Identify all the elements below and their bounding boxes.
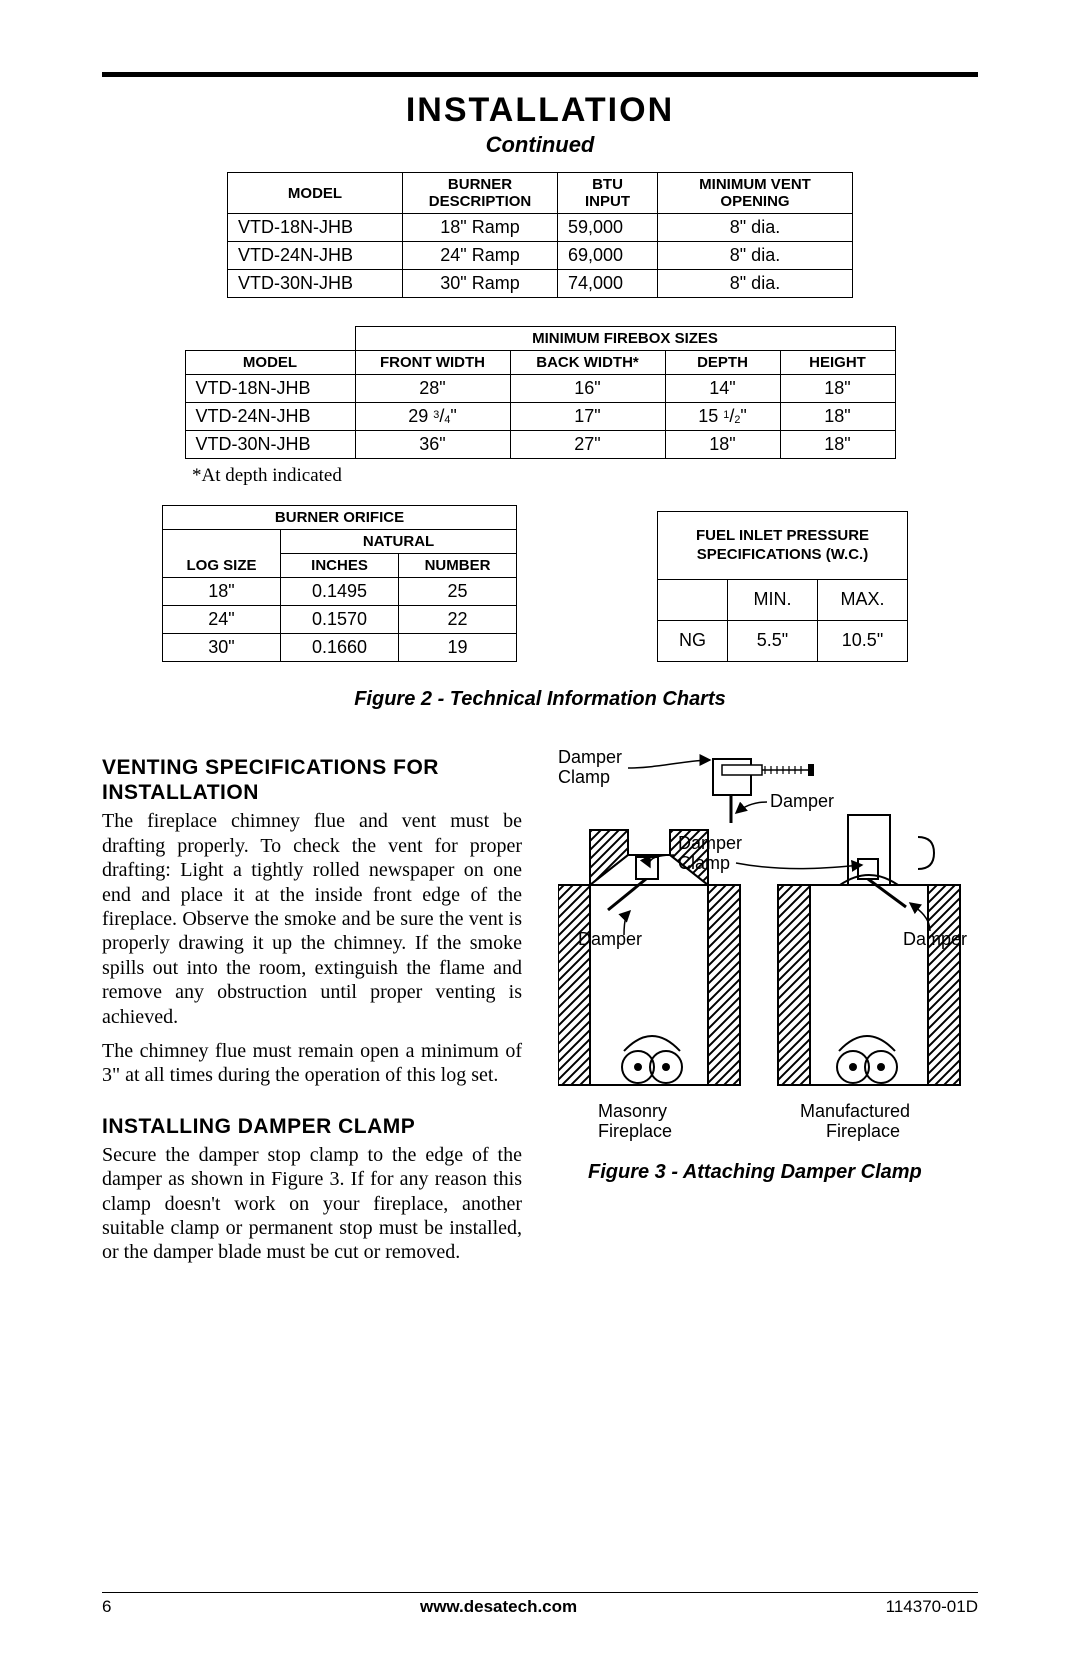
figure3-diagram: Damper Clamp Damper (558, 745, 978, 1155)
svg-text:Clamp: Clamp (678, 853, 730, 873)
table-row: VTD-18N-JHB28"16"14"18" (185, 375, 895, 403)
svg-text:Fireplace: Fireplace (598, 1121, 672, 1141)
th: MODEL (185, 351, 355, 375)
table-row: VTD-30N-JHB30" Ramp74,0008" dia. (228, 270, 853, 298)
table-row: 30"0.166019 (163, 634, 517, 662)
th: NUMBER (399, 554, 517, 578)
th: DEPTH (665, 351, 780, 375)
svg-text:Damper: Damper (558, 747, 622, 767)
svg-text:Damper: Damper (770, 791, 834, 811)
svg-text:Manufactured: Manufactured (800, 1101, 910, 1121)
th-span: BURNER ORIFICE (163, 506, 517, 530)
footer-url: www.desatech.com (420, 1597, 577, 1617)
table-row: 18"0.149525 (163, 578, 517, 606)
table-row: VTD-18N-JHB18" Ramp59,0008" dia. (228, 214, 853, 242)
th: BTU INPUT (558, 173, 658, 214)
th-span: MINIMUM FIREBOX SIZES (355, 327, 895, 351)
th: LOG SIZE (163, 530, 281, 578)
table-fuel-pressure: FUEL INLET PRESSURE SPECIFICATIONS (W.C.… (657, 511, 908, 662)
top-rule (102, 72, 978, 77)
th: BURNER DESCRIPTION (403, 173, 558, 214)
th: NATURAL (281, 530, 517, 554)
svg-text:Fireplace: Fireplace (826, 1121, 900, 1141)
table-burner-orifice: BURNER ORIFICE LOG SIZENATURAL INCHESNUM… (162, 505, 517, 662)
th: MAX. (818, 579, 908, 620)
page-title: INSTALLATION (102, 91, 978, 130)
th: INCHES (281, 554, 399, 578)
svg-text:Masonry: Masonry (598, 1101, 667, 1121)
figure3-caption: Figure 3 - Attaching Damper Clamp (558, 1161, 978, 1184)
table-row: NG5.5"10.5" (658, 620, 908, 661)
subtitle: Continued (102, 132, 978, 158)
damper-p1: Secure the damper stop clamp to the edge… (102, 1143, 522, 1265)
svg-text:Clamp: Clamp (558, 767, 610, 787)
th-span: FUEL INLET PRESSURE SPECIFICATIONS (W.C.… (658, 512, 908, 580)
th: MIN. (728, 579, 818, 620)
th: FRONT WIDTH (355, 351, 510, 375)
th: HEIGHT (780, 351, 895, 375)
footer-page: 6 (102, 1597, 111, 1617)
table-row: VTD-24N-JHB29 3/4"17"15 1/2"18" (185, 403, 895, 431)
venting-p2: The chimney flue must remain open a mini… (102, 1039, 522, 1088)
venting-p1: The fireplace chimney flue and vent must… (102, 809, 522, 1029)
footer: 6 www.desatech.com 114370-01D (102, 1597, 978, 1617)
th (658, 579, 728, 620)
th: BACK WIDTH* (510, 351, 665, 375)
figure2-caption: Figure 2 - Technical Information Charts (102, 688, 978, 711)
svg-text:Damper: Damper (578, 929, 642, 949)
footer-doc: 114370-01D (886, 1597, 978, 1617)
section-title-venting: VENTING SPECIFICATIONS FOR INSTALLATION (102, 755, 522, 805)
table2-note: *At depth indicated (192, 465, 978, 487)
th: MODEL (228, 173, 403, 214)
svg-text:Damper: Damper (678, 833, 742, 853)
svg-text:Damper: Damper (903, 929, 967, 949)
table-burner-spec: MODEL BURNER DESCRIPTION BTU INPUT MINIM… (227, 172, 853, 298)
footer-rule (102, 1592, 978, 1593)
section-title-damper: INSTALLING DAMPER CLAMP (102, 1114, 522, 1139)
table-firebox-sizes: MINIMUM FIREBOX SIZES MODEL FRONT WIDTH … (185, 326, 896, 459)
table-row: VTD-24N-JHB24" Ramp69,0008" dia. (228, 242, 853, 270)
th: MINIMUM VENT OPENING (658, 173, 853, 214)
table-row: 24"0.157022 (163, 606, 517, 634)
table-row: VTD-30N-JHB36"27"18"18" (185, 431, 895, 459)
